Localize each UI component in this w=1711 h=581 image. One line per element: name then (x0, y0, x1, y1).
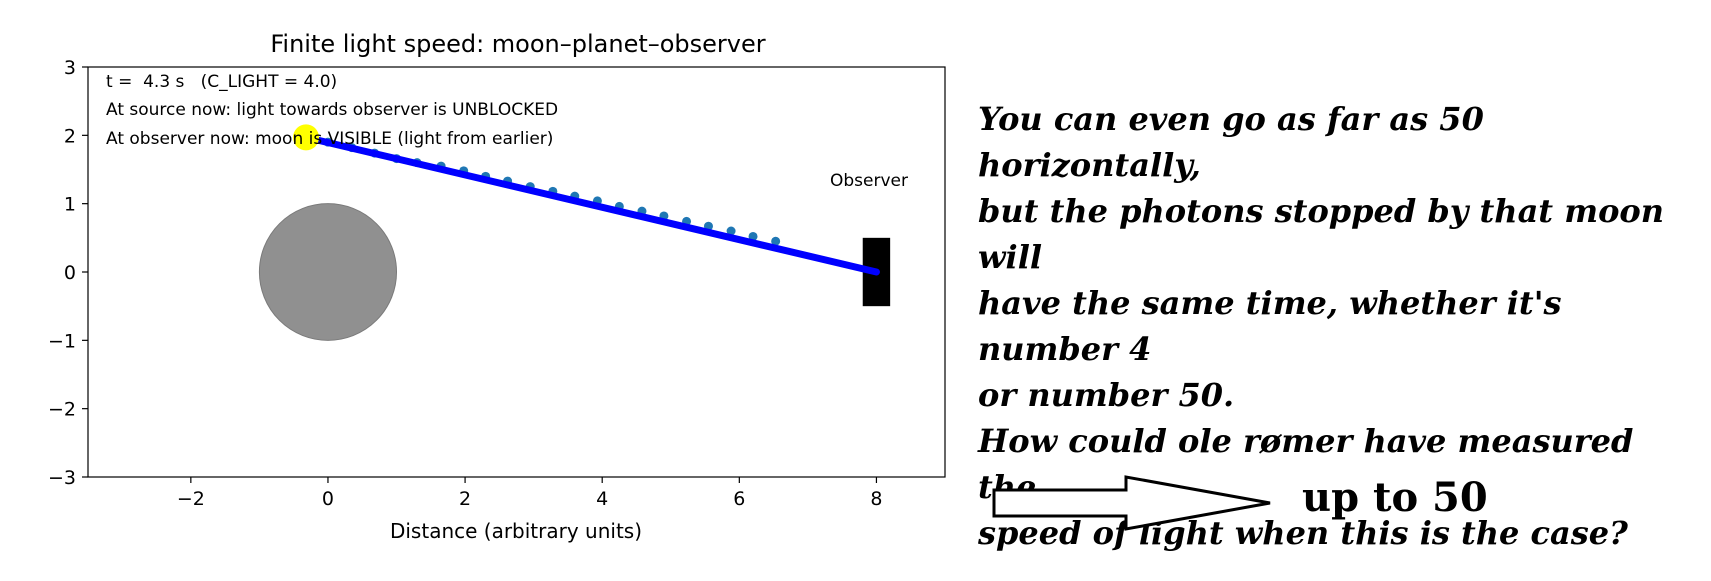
note-line: speed of light when this is the case? (978, 514, 1628, 552)
annotation-source-status: At source now: light towards observer is… (106, 100, 558, 120)
planet-layer (258, 203, 398, 341)
x-axis-label: Distance (arbitrary units) (390, 519, 642, 543)
photon-point (771, 236, 781, 246)
x-tick-label: −2 (177, 488, 205, 510)
y-tick-label: 2 (64, 125, 76, 147)
light-ray-layer (302, 133, 880, 276)
note-line: How could ole rømer have measured the (978, 422, 1634, 506)
annotation-time: t = 4.3 s (C_LIGHT = 4.0) (106, 72, 337, 92)
y-tick-label: 0 (64, 262, 76, 284)
y-tick-label: −3 (48, 467, 76, 489)
photon-point (748, 231, 758, 241)
note-line: You can even go as far as 50 horizontall… (978, 100, 1484, 184)
note-line: have the same time, whether it's number … (978, 284, 1562, 368)
x-tick-label: 4 (596, 488, 608, 510)
y-tick-label: −2 (48, 399, 76, 421)
x-tick-label: 6 (733, 488, 745, 510)
observer-label: Observer (830, 171, 908, 191)
y-tick-label: −1 (48, 330, 76, 352)
chart-title: Finite light speed: moon–planet–observer (270, 30, 765, 58)
chart-figure: Finite light speed: moon–planet–observer… (48, 30, 946, 543)
question-note: You can even go as far as 50 horizontall… (978, 96, 1698, 556)
y-tick-label: 3 (64, 57, 76, 79)
x-tick-label: 8 (870, 488, 882, 510)
axis-ticks: −2 0 2 4 6 8 3 2 1 0 −1 −2 −3 (48, 57, 883, 510)
x-tick-label: 0 (322, 488, 334, 510)
y-tick-label: 1 (64, 194, 76, 216)
note-line: or number 50. (978, 376, 1235, 414)
x-tick-label: 2 (459, 488, 471, 510)
planet-marker (258, 203, 398, 341)
light-ray-line (302, 133, 880, 276)
note-line: but the photons stopped by that moon wil… (978, 192, 1665, 276)
annotation-observer-status: At observer now: moon is VISIBLE (light … (106, 129, 553, 149)
arrow-label: up to 50 (1302, 474, 1488, 521)
photon-point (726, 226, 736, 236)
moon-layer (293, 124, 320, 151)
right-arrow-icon (992, 475, 1271, 531)
moon-marker (293, 124, 320, 151)
